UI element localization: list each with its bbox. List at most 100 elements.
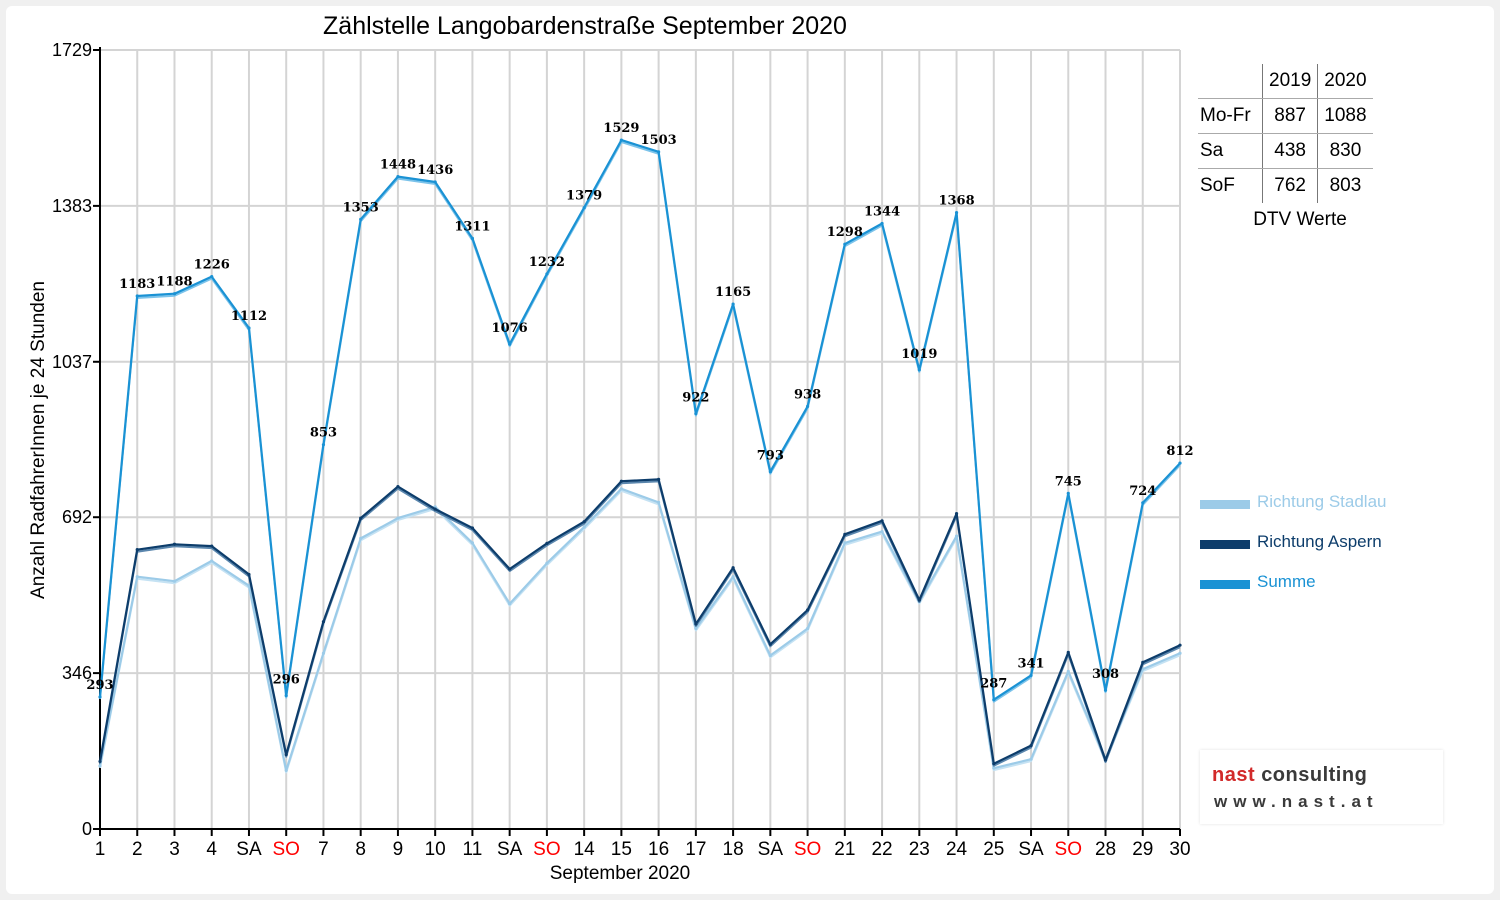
x-tick-label: SO: [272, 839, 299, 860]
company-logo: nast consulting www.nast.at: [1200, 750, 1443, 824]
y-tick-label: 1729: [52, 40, 92, 60]
data-point: [433, 507, 437, 511]
x-tick-label: 1: [95, 839, 106, 860]
data-label: 793: [757, 449, 784, 464]
data-point: [210, 559, 214, 563]
x-tick-label: 9: [393, 839, 404, 860]
data-label: 1188: [156, 275, 192, 290]
logo-brand: nast consulting: [1212, 764, 1367, 787]
data-label: 1112: [231, 309, 267, 324]
data-label: 1076: [492, 321, 528, 336]
data-point: [582, 525, 586, 529]
series-line: [98, 487, 1181, 772]
data-point: [470, 526, 475, 530]
logo-brand-nast: nast: [1212, 764, 1256, 786]
dtv-row-label: Mo-Fr: [1198, 98, 1263, 134]
data-point: [1178, 651, 1182, 655]
y-tick-label: 692: [62, 507, 92, 527]
data-point: [917, 598, 921, 602]
data-point: [135, 294, 139, 298]
series-line: [98, 478, 1181, 765]
data-point: [172, 579, 177, 583]
data-point: [805, 626, 810, 631]
data-point: [880, 519, 884, 523]
data-point: [843, 541, 847, 545]
x-tick-label: SA: [1018, 839, 1044, 860]
x-tick-label: 16: [648, 839, 669, 860]
data-point: [805, 404, 810, 408]
data-label: 296: [273, 673, 300, 688]
dtv-table: 2019 2020 Mo-Fr 887 1088 Sa 438 830 SoF …: [1198, 64, 1373, 203]
logo-url: www.nast.at: [1214, 792, 1379, 811]
dtv-header-row: 2019 2020: [1198, 64, 1373, 99]
dtv-row-sa: Sa 438 830: [1198, 133, 1373, 169]
data-point: [880, 530, 884, 534]
x-axis-label: September 2020: [549, 863, 691, 884]
data-point: [1029, 757, 1033, 761]
series-line: [98, 139, 1181, 701]
data-point: [433, 180, 437, 184]
data-label: 812: [1166, 444, 1193, 459]
data-point: [359, 536, 363, 540]
x-tick-label: 11: [463, 839, 483, 860]
x-tick-label: SO: [533, 839, 560, 860]
x-tick-label: SO: [1055, 839, 1082, 860]
data-label: 287: [980, 677, 1007, 692]
data-point: [135, 575, 139, 579]
data-point: [731, 302, 735, 306]
data-point: [172, 292, 177, 296]
dtv-cell-2019: 438: [1261, 133, 1318, 169]
data-point: [545, 272, 549, 276]
dtv-row-label: SoF: [1200, 175, 1235, 196]
data-point: [657, 150, 661, 154]
x-tick-label: SA: [758, 839, 784, 860]
data-point: [1178, 461, 1182, 465]
data-point: [545, 561, 549, 565]
x-tick-label: 22: [871, 839, 892, 860]
plot-area: [100, 50, 1180, 829]
data-point: [619, 487, 623, 491]
legend-swatch-aspern: [1200, 540, 1250, 549]
x-tick-label: 2: [132, 839, 143, 860]
data-point: [321, 443, 326, 447]
data-label: 1311: [454, 219, 490, 234]
data-point: [805, 608, 810, 612]
data-point: [843, 242, 847, 246]
data-label: 1448: [380, 158, 416, 173]
data-point: [470, 541, 475, 545]
dtv-row-label: Sa: [1198, 133, 1263, 169]
data-point: [508, 567, 512, 571]
data-point: [98, 759, 102, 764]
data-label: 1529: [603, 121, 639, 136]
x-tick-label: 25: [983, 839, 1004, 860]
x-tick-label: 3: [169, 839, 180, 860]
x-tick-label: 4: [206, 839, 217, 860]
data-point: [210, 544, 214, 548]
dtv-cell-2020: 830: [1317, 133, 1373, 169]
data-point: [321, 620, 326, 624]
x-tick-label: 24: [946, 839, 968, 860]
data-point: [731, 566, 735, 570]
data-point: [247, 572, 251, 577]
y-tick-label: 346: [62, 663, 92, 683]
dtv-cell-2019: 762: [1261, 168, 1318, 203]
data-point: [284, 694, 288, 698]
data-point: [657, 500, 661, 504]
data-label: 922: [682, 391, 709, 406]
data-label: 341: [1017, 656, 1044, 671]
data-point: [1141, 660, 1145, 664]
data-point: [508, 602, 512, 606]
data-point: [321, 651, 326, 655]
data-point: [210, 275, 214, 279]
data-point: [657, 477, 661, 481]
data-point: [768, 470, 772, 474]
data-point: [768, 642, 772, 646]
data-point: [694, 626, 698, 631]
legend-label-aspern: Richtung Aspern: [1257, 532, 1382, 551]
x-tick-label: SA: [497, 839, 523, 860]
x-tick-label: 23: [909, 839, 930, 860]
data-point: [98, 764, 102, 768]
data-point: [992, 766, 996, 770]
data-point: [768, 653, 772, 658]
